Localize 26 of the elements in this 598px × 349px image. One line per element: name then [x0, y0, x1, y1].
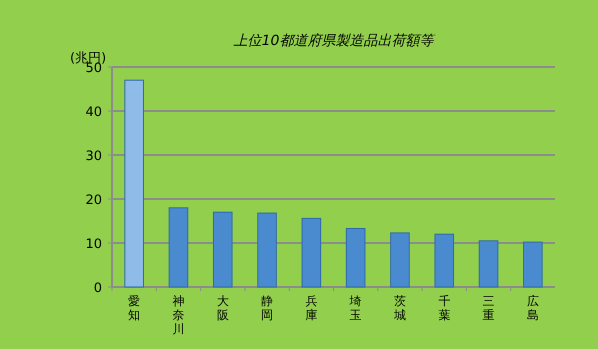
x-tick-label: 埼玉 — [348, 294, 362, 322]
x-tick-label: 広島 — [526, 294, 539, 322]
x-tick-label: 静岡 — [261, 294, 274, 322]
x-tick-label: 茨城 — [392, 294, 406, 322]
bar — [168, 207, 188, 288]
x-tick-label: 兵庫 — [305, 294, 318, 322]
bar — [478, 240, 498, 288]
y-tick-label: 0 — [94, 281, 102, 296]
bar — [390, 232, 410, 288]
x-tick-label: 千葉 — [438, 294, 450, 322]
x-tick-label: 大阪 — [216, 294, 229, 322]
x-tick-label: 三重 — [482, 294, 495, 322]
y-tick-label: 30 — [85, 149, 102, 164]
bar — [124, 80, 144, 288]
x-tick-label: 愛知 — [128, 294, 140, 322]
bar — [212, 212, 233, 288]
bar — [523, 242, 543, 288]
x-tick-label: 神奈川 — [172, 294, 184, 336]
bar — [434, 234, 454, 288]
y-tick-label: 20 — [85, 193, 102, 208]
bar — [302, 218, 322, 288]
chart-title: 上位10都道府県製造品出荷額等 — [234, 33, 436, 49]
bar — [346, 228, 366, 288]
y-tick-label: 10 — [85, 237, 102, 252]
bar — [257, 212, 277, 288]
y-tick-label: 40 — [85, 105, 102, 120]
